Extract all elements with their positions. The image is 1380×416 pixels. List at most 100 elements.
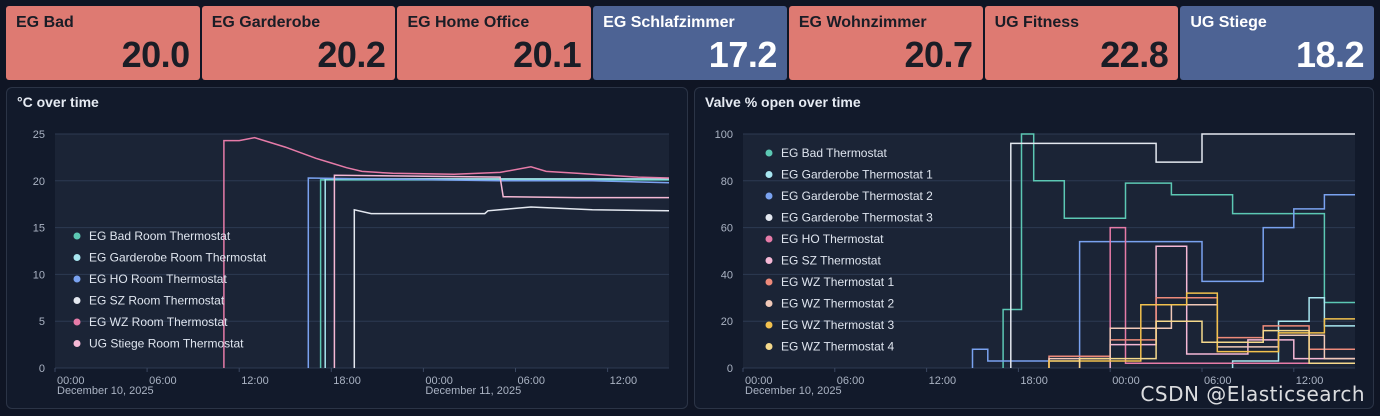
legend-label: EG SZ Thermostat — [781, 254, 881, 268]
temperature-panel: °C over time 0 5 10 15 20 25 00:00 06:00 12:00 18… — [6, 87, 688, 409]
legend-marker — [73, 254, 81, 261]
y-tick-label: 25 — [33, 129, 45, 141]
legend-label: EG WZ Thermostat 3 — [781, 318, 894, 332]
legend-label: EG Garderobe Room Thermostat — [89, 251, 267, 265]
panel-title: °C over time — [17, 94, 99, 110]
x-tick-label: 00:00 — [425, 375, 453, 387]
y-tick-label: 80 — [721, 176, 733, 188]
legend-label: EG WZ Thermostat 1 — [781, 275, 894, 289]
series-line — [1002, 133, 1355, 368]
legend-marker — [765, 192, 773, 200]
tile-eg-garderobe[interactable]: EG Garderobe 20.2 — [201, 6, 396, 80]
legend-label: EG WZ Room Thermostat — [89, 315, 228, 329]
x-tick-label: 12:00 — [241, 375, 269, 387]
y-tick-label: 10 — [33, 269, 45, 281]
tile-value: 20.7 — [904, 34, 974, 75]
legend-marker — [73, 275, 81, 283]
tile-value: 17.2 — [708, 34, 778, 75]
tile-eg-schlafzimmer[interactable]: EG Schlafzimmer 17.2 — [593, 6, 787, 80]
temperature-chart: 0 5 10 15 20 25 00:00 06:00 12:00 18:00 00:00 06:00… — [33, 129, 670, 397]
tile-eg-bad[interactable]: EG Bad 20.0 — [6, 6, 200, 80]
x-date-label: December 10, 2025 — [57, 385, 154, 397]
tile-name: UG Fitness — [994, 14, 1080, 31]
series-line — [223, 136, 670, 368]
x-tick-label: 06:00 — [149, 375, 177, 387]
x-date-label: December 10, 2025 — [745, 385, 842, 397]
series-line — [1010, 133, 1355, 368]
y-tick-label: 100 — [715, 129, 733, 141]
y-tick-label: 20 — [33, 176, 45, 188]
tile-value: 20.0 — [121, 34, 191, 75]
y-tick-label: 0 — [39, 363, 45, 375]
tile-name: EG Garderobe — [211, 14, 321, 31]
legend-marker — [765, 321, 773, 329]
legend-marker — [73, 340, 81, 347]
legend-label: EG Garderobe Thermostat 2 — [781, 189, 933, 203]
tile-value: 22.8 — [1100, 34, 1169, 75]
tile-eg-wohnzimmer[interactable]: EG Wohnzimmer 20.7 — [788, 6, 983, 80]
tile-ug-stiege[interactable]: UG Stiege 18.2 — [1180, 6, 1375, 80]
y-tick-label: 15 — [33, 223, 45, 235]
watermark: CSDN @Elasticsearch — [1140, 382, 1365, 406]
x-tick-label: 00:00 — [1112, 375, 1140, 387]
legend-label: UG Stiege Room Thermostat — [89, 337, 244, 351]
x-tick-label: 18:00 — [333, 375, 361, 387]
x-tick-label: 18:00 — [1020, 375, 1048, 387]
series-line — [353, 206, 670, 368]
series-line — [971, 194, 1355, 368]
x-tick-label: 00:00 — [57, 375, 85, 387]
x-tick-label: 12:00 — [1296, 375, 1324, 387]
legend-marker — [765, 257, 773, 264]
tile-name: UG Stiege — [1190, 14, 1267, 31]
legend-label: EG HO Room Thermostat — [89, 272, 227, 286]
legend-label: EG Bad Thermostat — [781, 146, 887, 160]
tile-value: 18.2 — [1295, 34, 1365, 75]
tile-value: 20.2 — [317, 34, 386, 75]
series-line — [1231, 297, 1355, 368]
x-tick-label: 12:00 — [929, 375, 957, 387]
tile-value: 20.1 — [513, 34, 582, 75]
y-tick-label: 20 — [721, 316, 733, 328]
legend-label: EG Garderobe Thermostat 1 — [781, 168, 933, 182]
legend-label: EG WZ Thermostat 4 — [781, 340, 894, 354]
tile-ug-fitness[interactable]: UG Fitness 22.8 — [984, 6, 1179, 80]
valve-chart: 0 20 40 60 80 100 00:00 06:00 12:00 18:00 00:00 06:… — [715, 129, 1355, 397]
y-tick-label: 40 — [721, 269, 733, 281]
legend-marker — [765, 300, 773, 307]
tile-name: EG Home Office — [407, 14, 530, 31]
series-line — [1048, 292, 1355, 368]
x-tick-label: 00:00 — [745, 375, 773, 387]
tile-name: EG Bad — [16, 14, 74, 31]
legend-marker — [765, 171, 773, 178]
y-tick-label: 5 — [39, 316, 45, 328]
legend-marker — [765, 235, 773, 243]
legend-label: EG Garderobe Thermostat 3 — [781, 211, 933, 225]
legend-marker — [73, 318, 81, 326]
legend-marker — [765, 278, 773, 286]
y-tick-label: 0 — [727, 363, 733, 375]
legend-label: EG Bad Room Thermostat — [89, 229, 231, 243]
valve-panel: Valve % open over time 0 20 40 60 80 100 00:00… — [694, 87, 1374, 409]
legend-label: EG SZ Room Thermostat — [89, 294, 225, 308]
legend-marker — [765, 214, 773, 221]
legend-label: EG WZ Thermostat 2 — [781, 297, 894, 311]
legend-marker — [73, 232, 81, 240]
panel-title: Valve % open over time — [705, 94, 861, 110]
metric-tiles: EG Bad 20.0 EG Garderobe 20.2 EG Home Of… — [6, 6, 1375, 80]
x-tick-label: 06:00 — [518, 375, 546, 387]
x-date-label: December 11, 2025 — [425, 385, 521, 397]
series-line — [319, 179, 669, 368]
legend-marker — [765, 149, 773, 157]
legend-marker — [73, 297, 81, 304]
series-line — [1078, 320, 1355, 368]
x-tick-label: 12:00 — [610, 375, 638, 387]
legend-marker — [765, 343, 773, 350]
legend-label: EG HO Thermostat — [781, 232, 884, 246]
series-line — [333, 174, 669, 368]
tile-name: EG Wohnzimmer — [798, 14, 927, 31]
tile-name: EG Schlafzimmer — [603, 14, 735, 31]
tile-eg-home-office[interactable]: EG Home Office 20.1 — [397, 6, 592, 80]
y-tick-label: 60 — [721, 223, 733, 235]
x-tick-label: 06:00 — [837, 375, 865, 387]
x-tick-label: 06:00 — [1204, 375, 1232, 387]
